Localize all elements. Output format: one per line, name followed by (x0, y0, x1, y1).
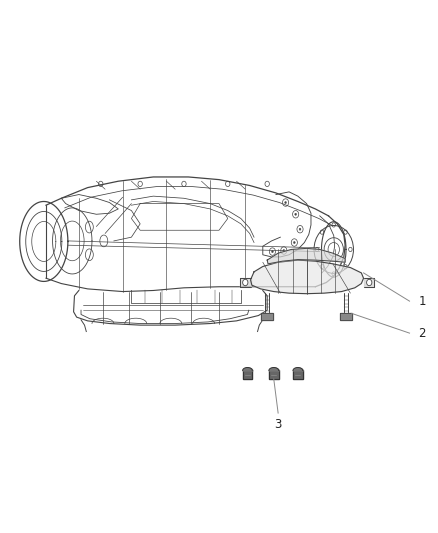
Circle shape (293, 241, 295, 244)
Polygon shape (269, 370, 279, 379)
Polygon shape (293, 370, 303, 379)
Circle shape (295, 213, 297, 215)
Circle shape (283, 249, 285, 252)
Circle shape (367, 279, 372, 286)
Polygon shape (267, 248, 345, 264)
Polygon shape (340, 313, 352, 320)
Polygon shape (364, 278, 374, 287)
Polygon shape (243, 370, 252, 379)
Circle shape (299, 228, 301, 230)
Circle shape (285, 201, 286, 204)
Text: 3: 3 (275, 418, 282, 431)
Circle shape (272, 251, 273, 253)
Polygon shape (261, 313, 273, 320)
Circle shape (243, 279, 248, 286)
Polygon shape (251, 260, 364, 294)
Polygon shape (240, 278, 251, 287)
Text: 1: 1 (418, 295, 426, 308)
Text: 2: 2 (418, 327, 426, 340)
